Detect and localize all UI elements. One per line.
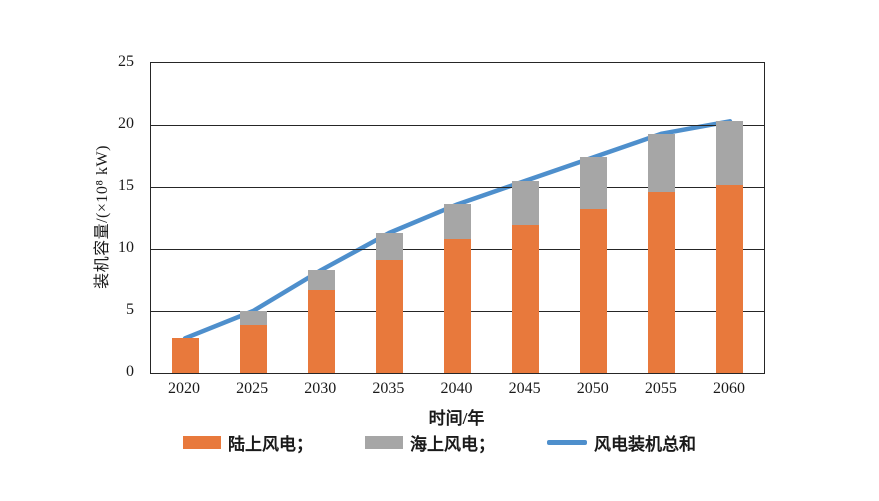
x-tick-2035: 2035 bbox=[372, 380, 405, 397]
y-tick-15: 15 bbox=[118, 177, 134, 194]
plot-area bbox=[150, 62, 765, 374]
offshore-swatch bbox=[365, 436, 403, 449]
bar-segment-陆上风电-2025 bbox=[239, 324, 267, 373]
x-tick-2030: 2030 bbox=[304, 380, 337, 397]
bar-segment-海上风电-2055 bbox=[648, 133, 676, 192]
y-axis-tick-labels: 0 5 10 15 20 25 bbox=[0, 53, 142, 380]
y-tick-20: 20 bbox=[118, 115, 134, 132]
x-tick-2040: 2040 bbox=[440, 380, 473, 397]
bar-segment-陆上风电-2060 bbox=[716, 184, 744, 373]
legend: 陆上风电； 海上风电； 风电装机总和 bbox=[0, 430, 879, 455]
legend-label-onshore: 陆上风电； bbox=[228, 435, 313, 454]
total-line-swatch bbox=[547, 440, 587, 445]
bar-segment-陆上风电-2035 bbox=[375, 260, 403, 373]
y-tick-25: 25 bbox=[118, 53, 134, 70]
x-tick-2025: 2025 bbox=[236, 380, 269, 397]
y-tick-0: 0 bbox=[126, 363, 134, 380]
x-tick-2050: 2050 bbox=[576, 380, 609, 397]
total-line bbox=[182, 119, 733, 341]
legend-item-onshore: 陆上风电； bbox=[183, 430, 313, 455]
bar-segment-陆上风电-2050 bbox=[580, 209, 608, 373]
legend-item-offshore: 海上风电； bbox=[365, 430, 495, 455]
x-tick-2060: 2060 bbox=[712, 380, 745, 397]
onshore-swatch bbox=[183, 436, 221, 449]
legend-item-total: 风电装机总和 bbox=[547, 430, 696, 455]
bar-segment-海上风电-2050 bbox=[580, 157, 608, 210]
bar-segment-海上风电-2030 bbox=[307, 270, 335, 290]
bar-segment-陆上风电-2040 bbox=[444, 239, 471, 373]
bar-segment-陆上风电-2030 bbox=[307, 289, 335, 373]
bar-segment-海上风电-2045 bbox=[512, 180, 540, 226]
bar-segment-陆上风电-2045 bbox=[512, 225, 540, 373]
bar-segment-海上风电-2040 bbox=[444, 204, 471, 240]
bar-segment-海上风电-2060 bbox=[716, 121, 744, 185]
x-axis-title: 时间/年 bbox=[428, 409, 485, 428]
x-axis-tick-labels: 2020 2025 2030 2035 2040 2045 2050 2055 2060 bbox=[150, 380, 763, 400]
bar-segment-陆上风电-2020 bbox=[171, 338, 199, 373]
x-tick-2055: 2055 bbox=[644, 380, 677, 397]
legend-label-total: 风电装机总和 bbox=[594, 435, 696, 454]
bar-segment-海上风电-2035 bbox=[375, 232, 403, 261]
y-tick-10: 10 bbox=[118, 239, 134, 256]
y-tick-5: 5 bbox=[126, 301, 134, 318]
bar-segment-海上风电-2025 bbox=[239, 311, 267, 325]
legend-label-offshore: 海上风电； bbox=[410, 435, 495, 454]
x-tick-2020: 2020 bbox=[168, 380, 201, 397]
bar-segment-陆上风电-2055 bbox=[648, 191, 676, 373]
x-tick-2045: 2045 bbox=[508, 380, 541, 397]
total-line-series bbox=[182, 119, 733, 341]
